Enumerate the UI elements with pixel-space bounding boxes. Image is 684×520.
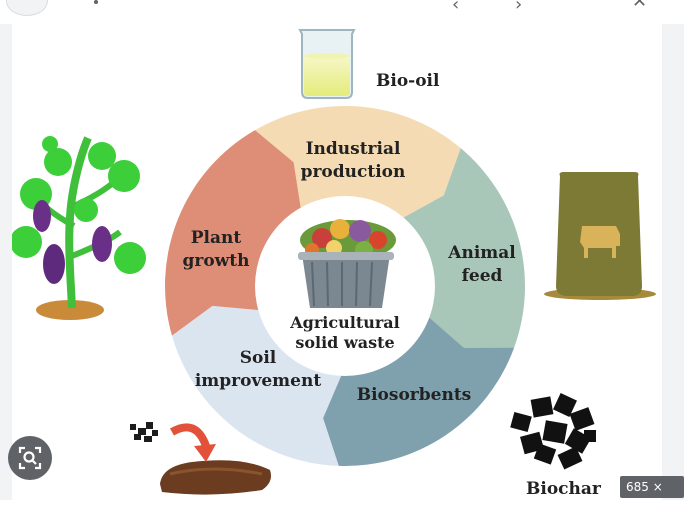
right-margin [662, 24, 684, 500]
center-label-line-2: solid waste [295, 333, 394, 352]
biochar-particles-small-icon [130, 422, 158, 442]
curved-arrow-icon [169, 423, 216, 462]
segment-plant-growth [164, 130, 301, 336]
bio-oil-beaker-icon [298, 29, 356, 99]
animal-feed-sack-icon [544, 172, 656, 300]
soil-pile-icon [160, 460, 271, 495]
share-icon[interactable]: ‹ [452, 0, 460, 15]
top-toolbar: ‹ › • ✕ [0, 0, 684, 24]
center-label-line-1: Agricultural [289, 313, 399, 332]
segment-soil-improvement [171, 305, 342, 466]
segment-label-animal-2: feed [462, 266, 503, 286]
visual-search-icon[interactable] [8, 436, 52, 480]
segment-biosorbents [323, 316, 515, 466]
biochar-label: Biochar [526, 479, 602, 499]
segment-label-industrial-2: production [301, 162, 406, 182]
expand-icon[interactable]: › [515, 0, 523, 15]
segment-label-plant-1: Plant [191, 228, 242, 248]
bio-oil-label: Bio-oil [376, 71, 440, 91]
lens-glyph [18, 446, 42, 470]
segment-label-animal-1: Animal [447, 243, 516, 263]
site-logo[interactable] [6, 0, 48, 16]
more-icon[interactable]: • [576, 0, 587, 9]
eggplant-plant-icon [10, 136, 146, 320]
segment-label-soil-2: improvement [195, 371, 321, 391]
close-icon[interactable]: ✕ [632, 0, 648, 12]
diagram-svg: Agricultural solid waste Industrial prod… [10, 29, 656, 499]
left-margin [0, 24, 12, 500]
segment-label-industrial-1: Industrial [306, 139, 401, 159]
image-size-badge: 685 × 498 [620, 476, 684, 516]
waste-bin-illustration [298, 219, 396, 308]
segment-label-soil-1: Soil [240, 348, 277, 368]
segment-industrial-production [255, 105, 461, 219]
segment-label-biosorbents: Biosorbents [357, 385, 472, 405]
segment-label-plant-2: growth [182, 251, 249, 271]
biochar-pile-icon [510, 393, 596, 470]
breadcrumb-dot [94, 0, 98, 4]
diagram-canvas: Agricultural solid waste Industrial prod… [10, 26, 662, 500]
